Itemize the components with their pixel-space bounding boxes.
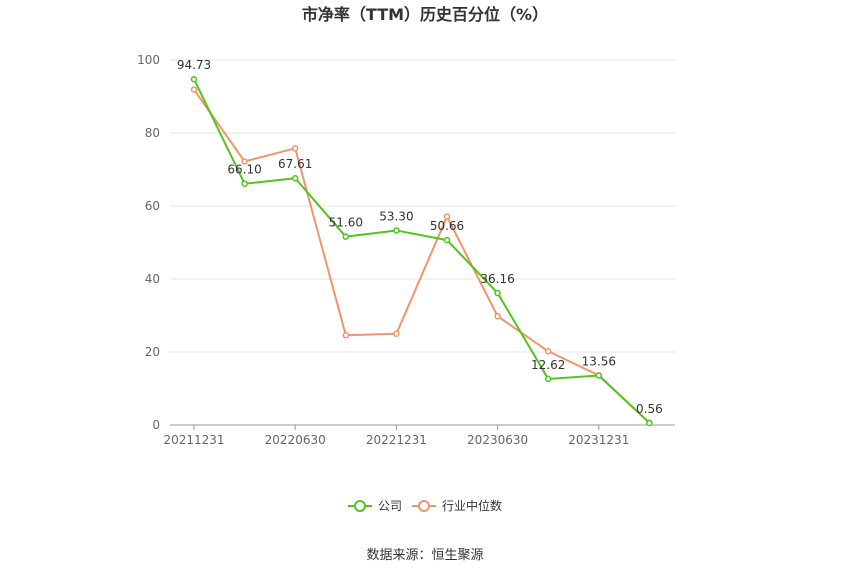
data-point[interactable] bbox=[393, 227, 400, 234]
data-label: 66.10 bbox=[227, 163, 261, 177]
data-label: 51.60 bbox=[329, 216, 363, 230]
data-point[interactable] bbox=[291, 145, 299, 152]
data-point[interactable] bbox=[190, 75, 198, 83]
chart-title: 市净率（TTM）历史百分位（%） bbox=[302, 5, 548, 24]
legend-marker-industry bbox=[418, 500, 430, 512]
data-label: 94.73 bbox=[177, 58, 211, 72]
x-tick-label: 20230630 bbox=[467, 433, 528, 447]
y-tick-label: 60 bbox=[145, 199, 160, 213]
x-tick-label: 20220630 bbox=[265, 433, 326, 447]
y-tick-label: 80 bbox=[145, 126, 160, 140]
series-line-industry bbox=[193, 88, 651, 424]
data-label: 67.61 bbox=[278, 157, 312, 171]
data-label: 0.56 bbox=[636, 402, 663, 416]
data-labels: 94.73 66.10 67.61 51.60 53.30 50.66 36.16 12.62… bbox=[177, 58, 663, 416]
series-line-company bbox=[193, 78, 651, 424]
legend-label-company: 公司 bbox=[378, 499, 402, 513]
y-tick-label: 20 bbox=[145, 345, 160, 359]
legend-label-industry: 行业中位数 bbox=[442, 498, 502, 513]
y-tick-label: 100 bbox=[137, 53, 160, 67]
axes: 0 20 40 60 80 100 20211231 20220630 20221231 2023… bbox=[137, 53, 675, 447]
data-point[interactable] bbox=[241, 180, 248, 187]
data-point[interactable] bbox=[241, 158, 248, 165]
x-tick-label: 20231231 bbox=[568, 433, 629, 447]
data-point[interactable] bbox=[190, 86, 198, 93]
data-point[interactable] bbox=[393, 330, 400, 337]
data-point[interactable] bbox=[342, 331, 350, 339]
x-tick-label: 20221231 bbox=[366, 433, 427, 447]
grid-lines bbox=[170, 59, 675, 353]
data-point[interactable] bbox=[544, 375, 552, 383]
data-label: 12.62 bbox=[531, 358, 565, 372]
data-label: 50.66 bbox=[430, 219, 464, 233]
data-label: 36.16 bbox=[480, 272, 514, 286]
data-point[interactable] bbox=[646, 419, 653, 427]
legend-marker-company bbox=[354, 500, 366, 512]
data-point[interactable] bbox=[494, 289, 501, 297]
legend-item-company[interactable]: 公司 bbox=[348, 499, 402, 513]
y-tick-label: 40 bbox=[145, 272, 160, 286]
data-label: 13.56 bbox=[582, 355, 616, 369]
data-point[interactable] bbox=[443, 236, 451, 244]
data-source: 数据来源：恒生聚源 bbox=[366, 548, 483, 563]
legend[interactable]: 公司 行业中位数 bbox=[348, 498, 502, 513]
data-point[interactable] bbox=[595, 372, 603, 379]
y-tick-label: 0 bbox=[152, 418, 160, 432]
x-tick-label: 20211231 bbox=[163, 433, 224, 447]
data-point[interactable] bbox=[291, 174, 299, 182]
series-layer bbox=[190, 75, 653, 427]
legend-item-industry[interactable]: 行业中位数 bbox=[412, 498, 502, 513]
data-label: 53.30 bbox=[379, 209, 413, 223]
data-point[interactable] bbox=[342, 233, 350, 240]
data-point[interactable] bbox=[494, 312, 501, 320]
data-point[interactable] bbox=[443, 213, 451, 220]
data-point[interactable] bbox=[544, 348, 552, 355]
